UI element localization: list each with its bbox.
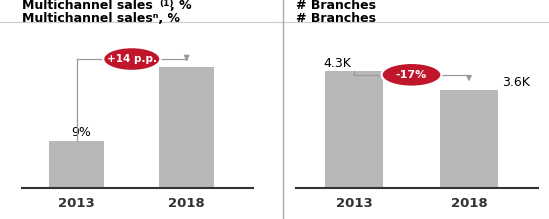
Text: Multichannel sales: Multichannel sales bbox=[22, 0, 153, 12]
Text: 3.6K: 3.6K bbox=[502, 76, 530, 89]
Bar bbox=[325, 71, 383, 188]
Bar bbox=[440, 90, 498, 188]
Text: , %: , % bbox=[170, 0, 191, 12]
Ellipse shape bbox=[382, 63, 441, 87]
Text: 9%: 9% bbox=[71, 126, 91, 140]
Text: +14 p.p.: +14 p.p. bbox=[107, 54, 157, 64]
Text: 4.3K: 4.3K bbox=[323, 57, 351, 70]
Ellipse shape bbox=[103, 47, 160, 71]
Text: 23%: 23% bbox=[129, 53, 157, 66]
Text: # Branches: # Branches bbox=[296, 12, 377, 25]
Bar bbox=[49, 141, 104, 188]
Text: Multichannel salesⁿ, %: Multichannel salesⁿ, % bbox=[22, 12, 180, 25]
Text: (1): (1) bbox=[159, 0, 173, 8]
Text: -17%: -17% bbox=[396, 70, 427, 80]
Bar bbox=[159, 67, 214, 188]
Text: # Branches: # Branches bbox=[296, 0, 377, 12]
